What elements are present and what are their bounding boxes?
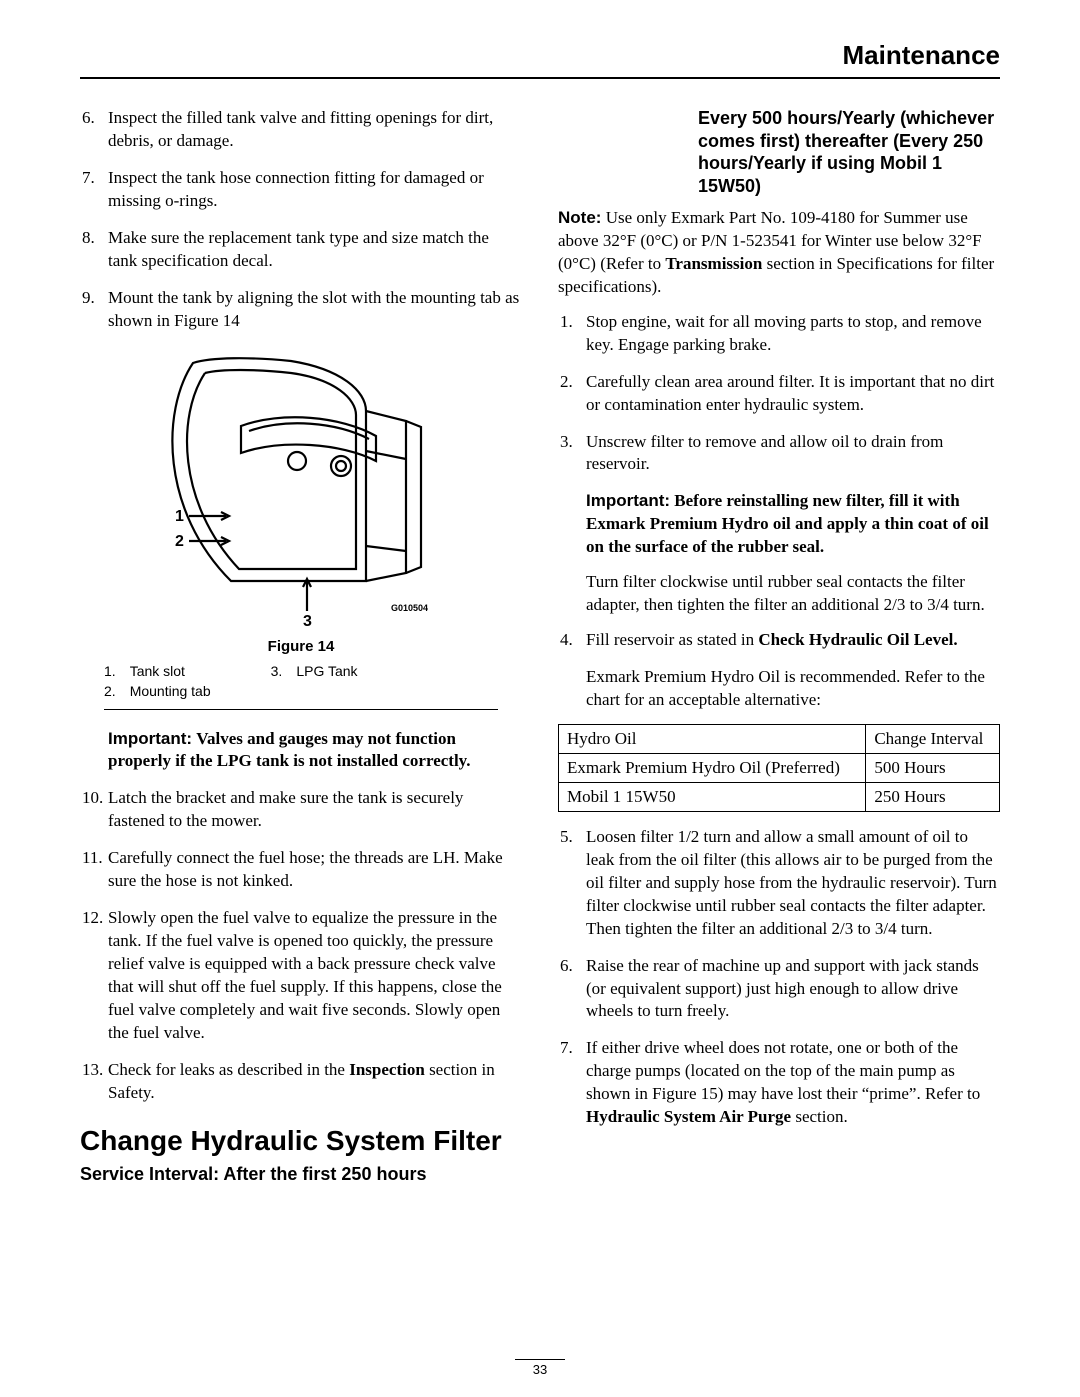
procedure-list-1: 6.Inspect the filled tank valve and fitt… bbox=[80, 107, 522, 333]
list-item: 9.Mount the tank by aligning the slot wi… bbox=[80, 287, 522, 333]
svg-text:3: 3 bbox=[303, 613, 312, 630]
tank-diagram-icon: 1 2 3 G010504 bbox=[131, 351, 471, 631]
divider bbox=[104, 709, 498, 710]
list-item: 12.Slowly open the fuel valve to equaliz… bbox=[80, 907, 522, 1045]
table-row: Mobil 1 15W50250 Hours bbox=[559, 782, 1000, 811]
svg-text:2: 2 bbox=[175, 533, 184, 550]
important-note-2: Important: Before reinstalling new filte… bbox=[586, 490, 1000, 559]
list-item: 6.Raise the rear of machine up and suppo… bbox=[558, 955, 1000, 1024]
list-item: 4.Fill reservoir as stated in Check Hydr… bbox=[558, 629, 1000, 652]
legend-item: 1.Tank slot bbox=[104, 663, 211, 679]
interval-heading: Every 500 hours/Yearly (whichever comes … bbox=[698, 107, 1000, 197]
hydro-oil-table: Hydro OilChange Interval Exmark Premium … bbox=[558, 724, 1000, 812]
right-column: Every 500 hours/Yearly (whichever comes … bbox=[558, 107, 1000, 1193]
figure-legend: 1.Tank slot 2.Mounting tab 3.LPG Tank bbox=[104, 663, 522, 699]
list-item: 1.Stop engine, wait for all moving parts… bbox=[558, 311, 1000, 357]
svg-text:1: 1 bbox=[175, 508, 184, 525]
svg-text:G010504: G010504 bbox=[391, 603, 428, 613]
procedure-list-b: 5.Loosen filter 1/2 turn and allow a sma… bbox=[558, 826, 1000, 1129]
legend-item: 2.Mounting tab bbox=[104, 683, 211, 699]
table-row: Exmark Premium Hydro Oil (Preferred)500 … bbox=[559, 753, 1000, 782]
procedure-list-2: 10.Latch the bracket and make sure the t… bbox=[80, 787, 522, 1104]
list-item: 2.Carefully clean area around filter. It… bbox=[558, 371, 1000, 417]
list-item: 10.Latch the bracket and make sure the t… bbox=[80, 787, 522, 833]
list-item: 7.If either drive wheel does not rotate,… bbox=[558, 1037, 1000, 1129]
list-item: 11.Carefully connect the fuel hose; the … bbox=[80, 847, 522, 893]
page-header: Maintenance bbox=[80, 40, 1000, 79]
legend-item: 3.LPG Tank bbox=[271, 663, 358, 679]
list-item: 7.Inspect the tank hose connection fitti… bbox=[80, 167, 522, 213]
service-interval-heading: Service Interval: After the first 250 ho… bbox=[80, 1163, 522, 1186]
figure-14: 1 2 3 G010504 Figure 14 bbox=[80, 351, 522, 655]
two-column-layout: 6.Inspect the filled tank valve and fitt… bbox=[80, 107, 1000, 1193]
table-row: Hydro OilChange Interval bbox=[559, 724, 1000, 753]
list-item: 6.Inspect the filled tank valve and fitt… bbox=[80, 107, 522, 153]
figure-caption: Figure 14 bbox=[80, 638, 522, 655]
sub-paragraph: Turn filter clockwise until rubber seal … bbox=[586, 571, 1000, 617]
section-title: Maintenance bbox=[843, 40, 1001, 70]
procedure-item-4: 4.Fill reservoir as stated in Check Hydr… bbox=[558, 629, 1000, 652]
note-paragraph: Note: Use only Exmark Part No. 109-4180 … bbox=[558, 207, 1000, 299]
important-note-1: Important: Valves and gauges may not fun… bbox=[108, 728, 522, 774]
left-column: 6.Inspect the filled tank valve and fitt… bbox=[80, 107, 522, 1193]
list-item: 13.Check for leaks as described in the I… bbox=[80, 1059, 522, 1105]
list-item: 5.Loosen filter 1/2 turn and allow a sma… bbox=[558, 826, 1000, 941]
list-item: 8.Make sure the replacement tank type an… bbox=[80, 227, 522, 273]
list-item: 3.Unscrew filter to remove and allow oil… bbox=[558, 431, 1000, 477]
sub-paragraph: Exmark Premium Hydro Oil is recommended.… bbox=[586, 666, 1000, 712]
page-number: 33 bbox=[0, 1359, 1080, 1377]
section-heading: Change Hydraulic System Filter bbox=[80, 1125, 522, 1157]
procedure-list-a: 1.Stop engine, wait for all moving parts… bbox=[558, 311, 1000, 477]
